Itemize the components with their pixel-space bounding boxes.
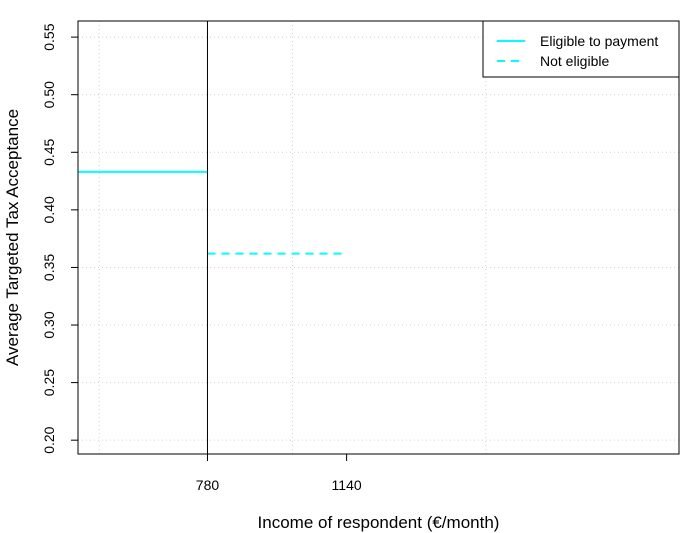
x-tick-label-0: 780 <box>196 477 220 493</box>
y-tick-label-3: 0.35 <box>41 254 57 281</box>
x-tick-label-1: 1140 <box>332 477 362 493</box>
legend-label-eligible: Eligible to payment <box>540 33 658 49</box>
grid <box>78 21 680 454</box>
data-marks <box>78 21 347 454</box>
y-tick-label-1: 0.25 <box>41 369 57 396</box>
legend-box <box>482 20 680 78</box>
legend-label-not-eligible: Not eligible <box>540 53 609 69</box>
y-axis-title: Average Targeted Tax Acceptance <box>3 109 22 366</box>
y-tick-label-0: 0.20 <box>41 426 57 453</box>
legend: Eligible to payment Not eligible <box>482 20 680 78</box>
y-tick-label-4: 0.40 <box>41 196 57 223</box>
y-tick-label-5: 0.45 <box>41 138 57 165</box>
x-axis: 780 1140 <box>196 454 362 493</box>
x-axis-title: Income of respondent (€/month) <box>258 513 500 532</box>
y-axis: 0.20 0.25 0.30 0.35 0.40 0.45 0.50 0.55 <box>41 23 78 454</box>
y-tick-label-2: 0.30 <box>41 311 57 338</box>
y-tick-label-6: 0.50 <box>41 81 57 108</box>
y-tick-label-7: 0.55 <box>41 23 57 50</box>
plot-frame <box>77 20 680 455</box>
